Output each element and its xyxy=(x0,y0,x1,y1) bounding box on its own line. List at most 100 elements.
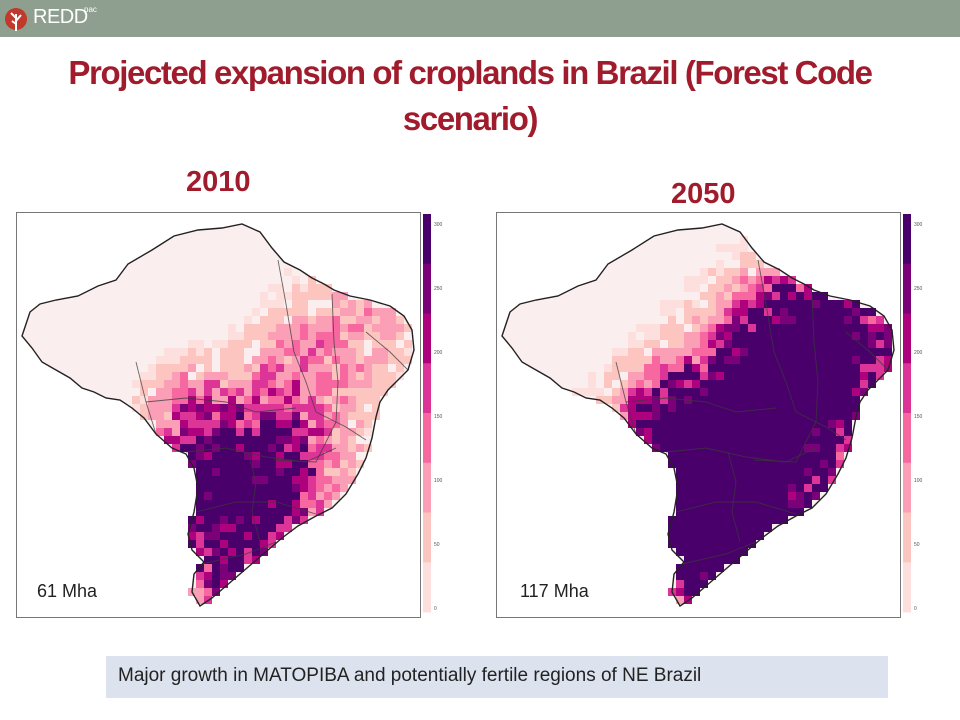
map-cell xyxy=(260,524,268,532)
map-cell xyxy=(612,388,620,396)
map-cell xyxy=(620,404,628,412)
map-cell xyxy=(348,380,356,388)
map-cell xyxy=(724,468,732,476)
map-cell xyxy=(708,572,716,580)
map-cell xyxy=(660,404,668,412)
map-cell xyxy=(796,348,804,356)
map-cell xyxy=(628,332,636,340)
map-cell xyxy=(828,348,836,356)
map-cell xyxy=(732,284,740,292)
map-cell xyxy=(228,476,236,484)
map-cell xyxy=(212,476,220,484)
map-cell xyxy=(260,300,268,308)
map-cell xyxy=(748,348,756,356)
map-cell xyxy=(364,324,372,332)
map-cell xyxy=(716,308,724,316)
map-cell xyxy=(212,380,220,388)
map-cell xyxy=(612,348,620,356)
map-cell xyxy=(676,500,684,508)
map-cell xyxy=(820,372,828,380)
map-cell xyxy=(636,356,644,364)
map-cell xyxy=(764,364,772,372)
map-cell xyxy=(220,484,228,492)
map-cell xyxy=(628,340,636,348)
map-cell xyxy=(252,428,260,436)
map-cell xyxy=(788,468,796,476)
map-cell xyxy=(780,420,788,428)
map-cell xyxy=(316,396,324,404)
legend-tick-label: 0 xyxy=(434,606,437,612)
map-cell xyxy=(756,276,764,284)
map-cell xyxy=(332,452,340,460)
map-cell xyxy=(804,324,812,332)
map-cell xyxy=(388,340,396,348)
map-cell xyxy=(284,492,292,500)
map-cell xyxy=(636,348,644,356)
map-cell xyxy=(820,428,828,436)
map-cell xyxy=(324,484,332,492)
map-cell xyxy=(620,356,628,364)
map-cell xyxy=(652,380,660,388)
map-cell xyxy=(884,340,892,348)
map-cell xyxy=(316,428,324,436)
map-cell xyxy=(172,364,180,372)
map-cell xyxy=(204,468,212,476)
map-cell xyxy=(836,340,844,348)
map-cell xyxy=(244,444,252,452)
map-cell xyxy=(316,284,324,292)
map-cell xyxy=(836,372,844,380)
map-cell xyxy=(748,276,756,284)
map-cell xyxy=(796,492,804,500)
map-cell xyxy=(140,388,148,396)
map-cell xyxy=(764,340,772,348)
map-cell xyxy=(828,476,836,484)
map-cell xyxy=(756,468,764,476)
map-cell xyxy=(332,484,340,492)
map-cell xyxy=(644,324,652,332)
map-cell xyxy=(644,380,652,388)
map-cell xyxy=(684,364,692,372)
map-cell xyxy=(716,372,724,380)
map-cell xyxy=(252,388,260,396)
map-cell xyxy=(796,460,804,468)
map-cell xyxy=(284,364,292,372)
map-cell xyxy=(172,428,180,436)
map-cell xyxy=(140,372,148,380)
map-cell xyxy=(652,404,660,412)
map-cell xyxy=(716,260,724,268)
map-cell xyxy=(180,388,188,396)
map-cell xyxy=(300,500,308,508)
map-cell xyxy=(340,476,348,484)
map-cell xyxy=(860,348,868,356)
map-cell xyxy=(828,372,836,380)
map-cell xyxy=(260,356,268,364)
map-cell xyxy=(668,380,676,388)
map-cell xyxy=(300,484,308,492)
map-cell xyxy=(716,412,724,420)
map-cell xyxy=(356,380,364,388)
map-cell xyxy=(316,388,324,396)
map-cell xyxy=(764,452,772,460)
map-cell xyxy=(828,380,836,388)
map-cell xyxy=(268,428,276,436)
map-cell xyxy=(340,420,348,428)
map-cell xyxy=(700,324,708,332)
map-cell xyxy=(252,484,260,492)
map-cell xyxy=(724,308,732,316)
map-cell xyxy=(292,388,300,396)
map-cell xyxy=(372,364,380,372)
map-cell xyxy=(212,420,220,428)
map-cell xyxy=(732,444,740,452)
map-cell xyxy=(244,556,252,564)
map-cell xyxy=(260,484,268,492)
map-panel-2010: 300 250 200 150 100 50 0 61 Mha xyxy=(16,212,456,618)
map-cell xyxy=(340,364,348,372)
map-cell xyxy=(788,428,796,436)
map-cell xyxy=(156,364,164,372)
map-cell xyxy=(188,428,196,436)
map-cell xyxy=(708,308,716,316)
map-cell xyxy=(708,428,716,436)
map-cell xyxy=(756,372,764,380)
legend-tick-label: 250 xyxy=(914,286,923,292)
map-cell xyxy=(212,372,220,380)
